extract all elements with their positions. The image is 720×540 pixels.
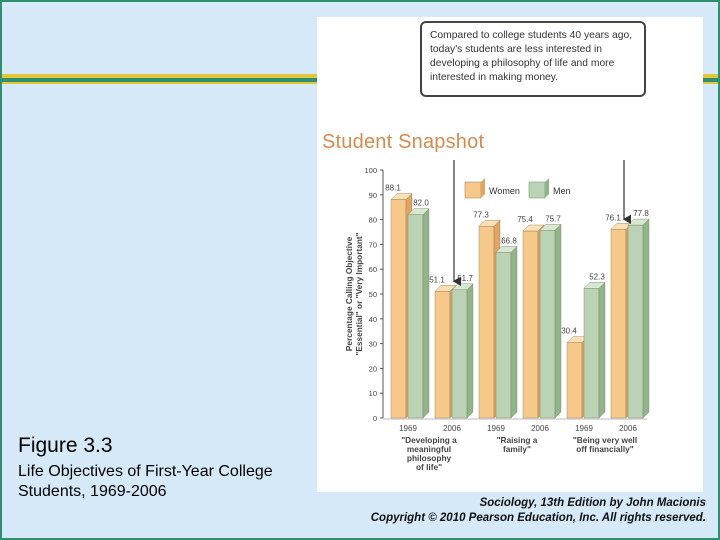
bar-women-top <box>478 220 501 227</box>
x-tick-label: 2006 <box>443 424 461 433</box>
callout-box: Compared to college students 40 years ag… <box>420 21 646 97</box>
bar-men-side <box>642 218 650 419</box>
bar-men-front <box>451 289 468 419</box>
data-label-women: 88.1 <box>385 184 401 193</box>
y-tick-label: 40 <box>369 315 377 324</box>
bar-women-top <box>522 224 545 232</box>
bar-men-top <box>539 224 562 231</box>
credit-line-copyright: Copyright © 2010 Pearson Education, Inc.… <box>370 512 706 524</box>
y-axis-title: Percentage Calling Objective"Essential" … <box>344 232 364 355</box>
data-label-men: 51.7 <box>457 274 473 283</box>
data-label-men: 52.3 <box>589 272 605 281</box>
labels-layer: 88.1 82.0 1969 51.1 51.7 2006 "Developing amea… <box>385 184 649 472</box>
bar-women-front <box>522 230 539 419</box>
credit-block: Sociology, 13th Edition by John Macionis… <box>371 496 706 526</box>
category-label: family" <box>503 444 531 454</box>
legend-swatch-women-side <box>481 178 485 198</box>
y-tick-label: 90 <box>369 191 377 200</box>
y-tick-label: 50 <box>369 290 377 299</box>
legend-swatch-men-side <box>545 178 549 198</box>
data-label-women: 76.1 <box>605 213 621 222</box>
bar-women-front <box>566 342 583 419</box>
bar-women-front <box>610 229 627 419</box>
data-label-women: 77.3 <box>473 210 489 219</box>
bar-women-front <box>390 199 407 419</box>
legend-swatch-men <box>528 181 546 199</box>
bar-chart: 0 10 20 30 40 50 60 70 80 90 100 Percentage Calling… <box>344 160 650 472</box>
category-label: "Raising a <box>497 435 538 445</box>
category-label: off financially" <box>576 444 633 454</box>
legend-label-women: Women <box>489 186 520 196</box>
figure-title: Figure 3.3 <box>18 434 113 457</box>
bar-women-front <box>434 291 451 419</box>
category-label: of life" <box>416 462 442 472</box>
bar-men-top <box>627 218 650 226</box>
x-tick-label: 2006 <box>531 424 549 433</box>
bar-men-top <box>407 208 430 215</box>
y-axis-title-line: Percentage Calling Objective <box>344 236 354 351</box>
x-tick-label: 1969 <box>487 424 505 433</box>
legend-swatch-women <box>464 181 482 199</box>
y-tick-label: 30 <box>369 340 377 349</box>
bar-men-side <box>510 245 518 419</box>
bar-men-side <box>466 283 474 419</box>
y-tick-label: 70 <box>369 240 377 249</box>
category-label: "Developing a <box>401 435 457 445</box>
axis-layer: 0 10 20 30 40 50 60 70 80 90 100 Percentage Calling… <box>344 166 647 423</box>
bar-men-front <box>627 224 644 419</box>
data-label-men: 66.8 <box>501 236 517 245</box>
y-tick-label: 60 <box>369 265 377 274</box>
category-label: "Being very well <box>573 435 637 445</box>
bar-men-top <box>583 282 606 289</box>
data-label-women: 30.4 <box>561 327 577 336</box>
credit-line-book: Sociology, 13th Edition by John Macionis <box>479 497 706 509</box>
bar-men-top <box>495 246 518 253</box>
y-tick-label: 100 <box>364 166 377 175</box>
data-label-men: 75.7 <box>545 214 561 223</box>
legend-layer: Women Men <box>452 160 632 287</box>
data-label-women: 75.4 <box>517 215 533 224</box>
figure-subtitle: Life Objectives of First-Year College St… <box>18 463 273 500</box>
bar-men-front <box>539 230 556 419</box>
snapshot-heading: Student Snapshot <box>322 131 485 153</box>
data-label-men: 82.0 <box>413 199 429 208</box>
bar-women-front <box>478 226 495 419</box>
category-label: philosophy <box>407 453 452 463</box>
y-tick-label: 80 <box>369 216 377 225</box>
x-tick-label: 1969 <box>399 424 417 433</box>
y-axis-title-line: "Essential" or "Very Important" <box>354 232 364 355</box>
bar-men-side <box>554 223 562 419</box>
bar-men-side <box>422 208 430 419</box>
bar-women-top <box>390 193 413 200</box>
y-tick-label: 0 <box>373 414 377 423</box>
data-label-men: 77.8 <box>633 209 649 218</box>
bar-men-front <box>495 252 512 419</box>
y-tick-label: 10 <box>369 389 377 398</box>
y-tick-label: 20 <box>369 364 377 373</box>
legend-label-men: Men <box>553 186 571 196</box>
data-label-women: 51.1 <box>429 275 445 284</box>
bar-men-side <box>598 281 606 419</box>
bar-men-front <box>407 214 424 419</box>
bars-layer <box>390 193 650 419</box>
x-tick-label: 2006 <box>619 424 637 433</box>
bar-men-front <box>583 288 600 419</box>
category-label: meaningful <box>407 444 451 454</box>
x-tick-label: 1969 <box>575 424 593 433</box>
